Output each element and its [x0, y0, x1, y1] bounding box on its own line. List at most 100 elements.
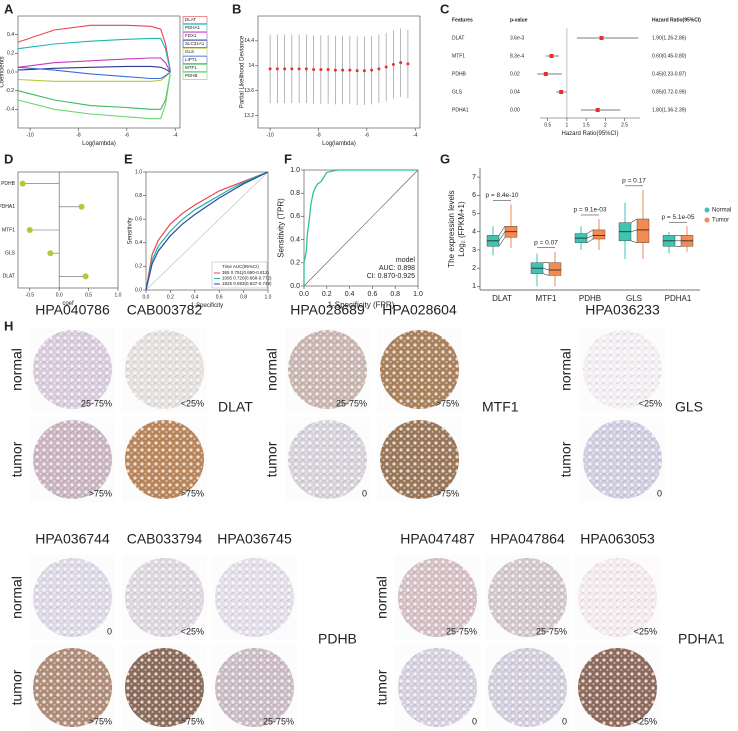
cv-point — [406, 62, 410, 66]
p-value: 0.00 — [510, 107, 520, 113]
cv-point — [268, 67, 272, 71]
x-tick-label: 2 — [604, 122, 607, 128]
cv-point — [333, 68, 337, 72]
cv-point — [326, 68, 330, 72]
y-tick-label: 0.2 — [290, 260, 300, 267]
cv-point — [297, 67, 301, 71]
p-value: 8.3e-4 — [510, 53, 524, 59]
legend-label: SLC31A1 — [185, 41, 205, 46]
x-tick-label: 1 — [566, 122, 569, 128]
staining-level: 0 — [362, 488, 367, 498]
y-tick-label: 13.2 — [244, 113, 254, 119]
plot-frame — [17, 171, 119, 289]
y-axis-label: Coefficients — [0, 56, 6, 87]
legend-label: 365 0.751(0.690-0.812) — [222, 270, 270, 275]
x-tick-label: PDHA1 — [665, 294, 692, 303]
roc-curve — [145, 171, 269, 291]
pair-line — [498, 231, 506, 241]
cv-point — [370, 68, 374, 72]
staining-level: >75% — [436, 488, 459, 498]
cv-point — [384, 65, 388, 69]
y-tick-label: 6 — [472, 192, 476, 199]
pair-line — [542, 267, 550, 271]
staining-level: 0 — [107, 626, 112, 636]
tissue-texture — [125, 648, 204, 727]
x-tick-label: -10 — [266, 132, 273, 138]
y-tick-label: 14 — [248, 63, 254, 69]
x-axis-label: coef — [62, 301, 74, 307]
y-tick-label: DLAT — [3, 274, 15, 280]
hr-point — [549, 54, 554, 58]
tissue-texture — [578, 648, 657, 727]
hr-text: 0.60(0.45-0.80) — [652, 53, 687, 59]
x-tick-label: -4 — [413, 132, 418, 138]
legend-text: AUC: 0.898 — [379, 265, 415, 272]
x-tick-label: 0.0 — [299, 291, 309, 298]
coef-dot — [47, 250, 54, 257]
staining-level: <25% — [181, 626, 204, 636]
x-tick-label: 0.2 — [322, 291, 332, 298]
tissue-texture — [398, 558, 477, 637]
legend-box — [182, 16, 208, 24]
legend-box — [182, 72, 208, 80]
box — [592, 229, 606, 240]
staining-level: 25-75% — [81, 398, 112, 408]
table-header: p-value — [510, 17, 528, 23]
y-tick-label: 0.0 — [290, 283, 300, 290]
p-value: 3.6e-3 — [510, 35, 524, 41]
y-tick-label: 14.4 — [244, 38, 254, 44]
panel-label: G — [440, 151, 450, 166]
y-tick-label: 0.6 — [135, 217, 142, 223]
hr-point — [595, 108, 600, 112]
legend-label: 1095 0.720(0.668-0.772) — [222, 276, 272, 281]
y-tick-label: 0.0 — [135, 287, 142, 293]
p-value: p = 0.17 — [622, 178, 646, 185]
gene-name: MTF1 — [482, 399, 519, 415]
coef-path — [17, 65, 171, 73]
tissue-texture — [288, 330, 367, 409]
feature: MTF1 — [452, 53, 465, 59]
cv-point — [283, 67, 287, 71]
y-tick-label: GLS — [5, 251, 16, 257]
p-value: 0.04 — [510, 89, 520, 95]
pair-line — [630, 218, 638, 223]
tissue-texture — [583, 420, 662, 499]
cv-point — [348, 68, 352, 72]
pair-line — [586, 229, 594, 234]
cv-point — [290, 67, 294, 71]
y-tick-label: -0.4 — [5, 107, 14, 113]
y-tick-label: 3 — [472, 247, 476, 254]
table-header: Hazard Ratio(95%CI) — [652, 17, 701, 23]
tissue-texture — [125, 558, 204, 637]
coef-dot — [82, 273, 89, 280]
feature: GLS — [452, 89, 463, 95]
coef-path — [17, 73, 171, 110]
hr-text: 1.90(1.26-2.86) — [652, 35, 687, 41]
staining-level: 25-75% — [336, 398, 367, 408]
row-label: normal — [264, 348, 280, 391]
y-axis-label: Log₂ (FPKM+1) — [457, 201, 466, 257]
y-tick-label: 1.0 — [135, 169, 142, 175]
diagonal — [303, 169, 419, 287]
antibody-id: HPA063053 — [580, 531, 655, 547]
feature: PDHB — [452, 71, 467, 77]
staining-level: >75% — [89, 716, 112, 726]
cv-point — [319, 68, 323, 72]
antibody-id: HPA047487 — [400, 531, 475, 547]
coef-dot — [19, 180, 26, 187]
x-axis-label: Log(lambda) — [82, 141, 116, 147]
cv-point — [362, 69, 366, 73]
x-tick-label: 2.5 — [621, 122, 628, 128]
tissue-texture — [33, 420, 112, 499]
antibody-id: HPA028604 — [382, 302, 457, 318]
coef-path — [17, 73, 171, 120]
pair-line — [630, 229, 638, 232]
x-tick-label: -6 — [125, 132, 130, 138]
coef-path — [17, 66, 171, 80]
y-tick-label: 0.4 — [135, 240, 142, 246]
x-tick-label: -10 — [26, 132, 33, 138]
row-label: tumor — [374, 669, 390, 705]
x-tick-label: 0.2 — [167, 294, 174, 300]
panel-label: A — [4, 1, 14, 16]
